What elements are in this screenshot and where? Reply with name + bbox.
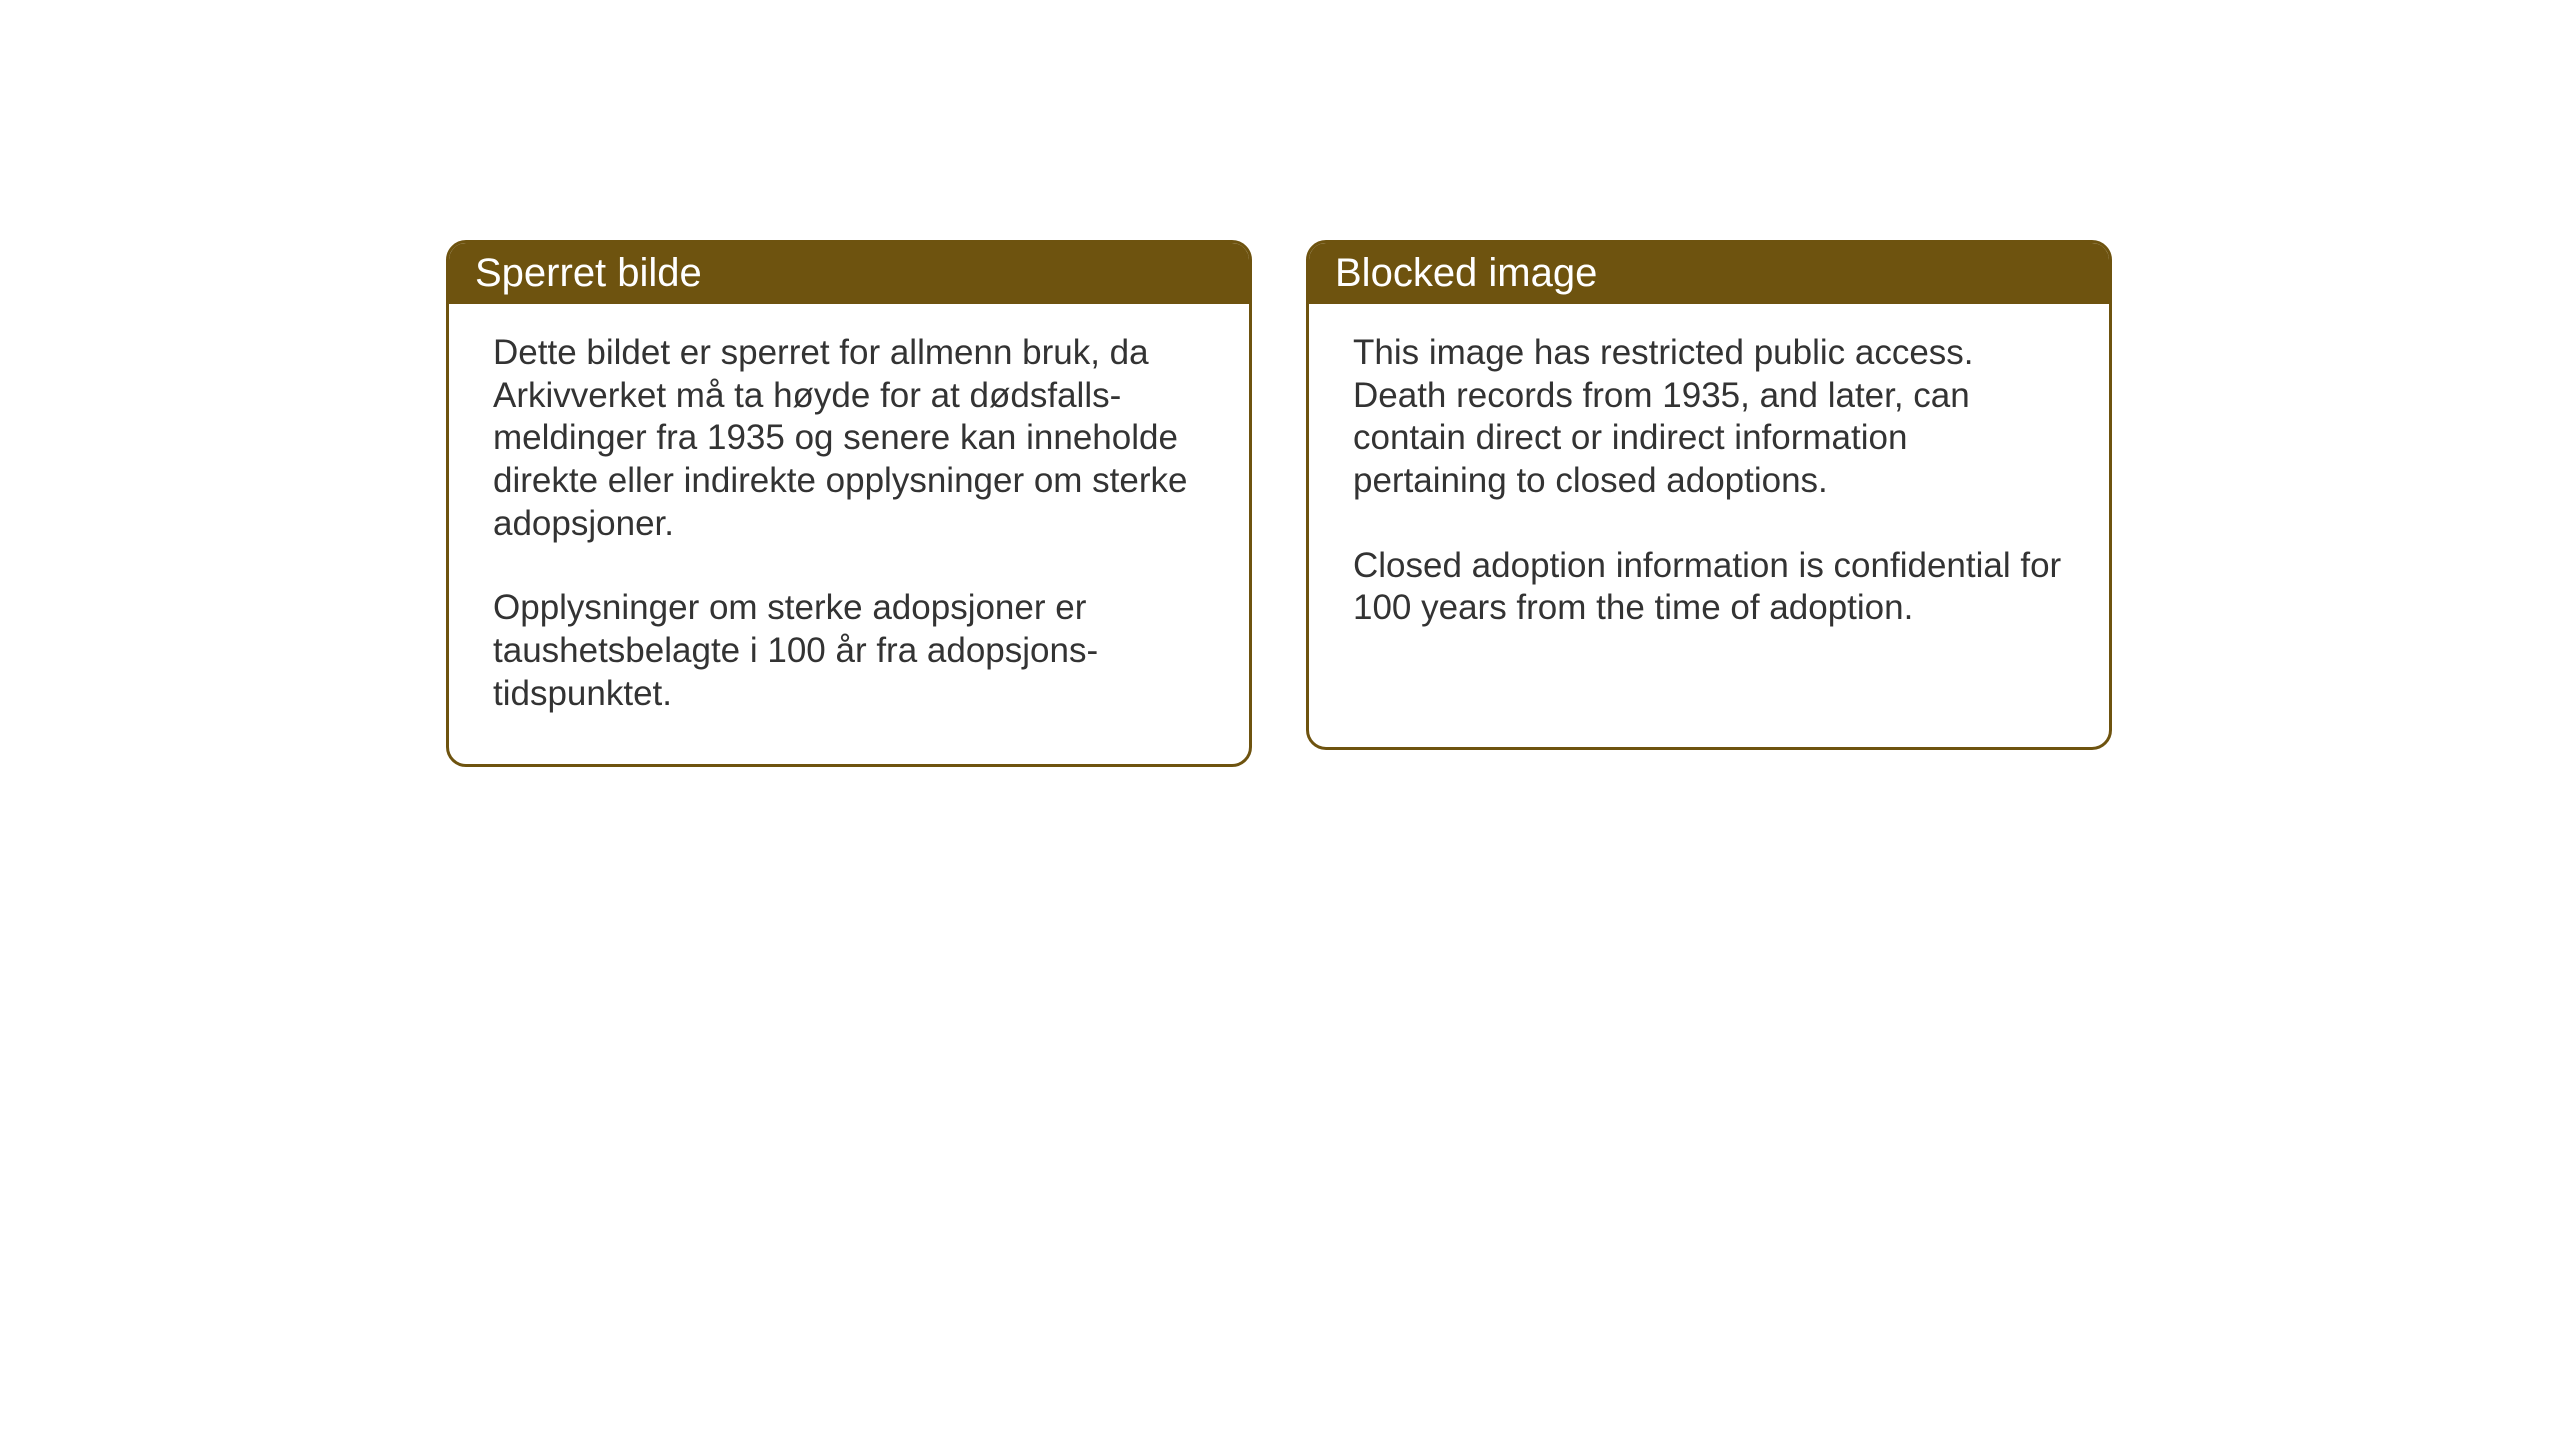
card-paragraph-1-english: This image has restricted public access.…	[1353, 332, 2065, 503]
card-title-norwegian: Sperret bilde	[449, 243, 1249, 304]
blocked-image-card-english: Blocked image This image has restricted …	[1306, 240, 2112, 750]
card-paragraph-2-english: Closed adoption information is confident…	[1353, 545, 2065, 630]
cards-container: Sperret bilde Dette bildet er sperret fo…	[446, 240, 2112, 767]
card-paragraph-1-norwegian: Dette bildet er sperret for allmenn bruk…	[493, 332, 1205, 545]
card-title-english: Blocked image	[1309, 243, 2109, 304]
card-body-norwegian: Dette bildet er sperret for allmenn bruk…	[449, 304, 1249, 764]
card-paragraph-2-norwegian: Opplysninger om sterke adopsjoner er tau…	[493, 587, 1205, 715]
card-body-english: This image has restricted public access.…	[1309, 304, 2109, 678]
blocked-image-card-norwegian: Sperret bilde Dette bildet er sperret fo…	[446, 240, 1252, 767]
